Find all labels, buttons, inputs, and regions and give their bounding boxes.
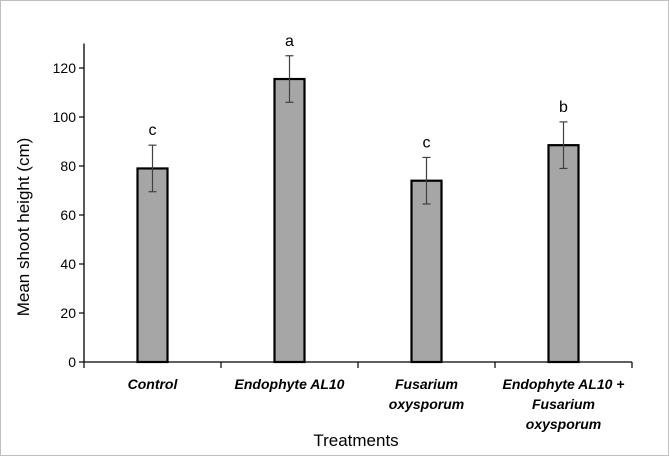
category-label-line: Fusarium	[532, 396, 595, 412]
category-label-line: Endophyte AL10	[235, 376, 345, 392]
y-tick-label: 60	[60, 207, 76, 223]
y-tick-label: 120	[53, 60, 77, 76]
category-label-line: oxysporum	[526, 416, 601, 432]
significance-letter: c	[149, 122, 157, 139]
bar	[273, 77, 306, 364]
y-axis: 0 20 40 60 80 100 120	[53, 43, 85, 370]
category-label: Fusarium oxysporum	[389, 376, 464, 412]
y-axis-title: Mean shoot height (cm)	[14, 138, 33, 317]
category-label-line: Fusarium	[395, 376, 458, 392]
significance-letter: a	[285, 33, 294, 50]
y-tick-label: 100	[53, 109, 77, 125]
significance-letter: b	[559, 99, 568, 116]
significance-letters: c a c b	[149, 33, 569, 152]
y-tick-label: 20	[60, 305, 76, 321]
x-axis	[83, 361, 633, 368]
y-tick-label: 80	[60, 158, 76, 174]
category-labels: Control Endophyte AL10 Fusarium oxysporumEn…	[128, 376, 625, 432]
category-label-line: Control	[128, 376, 179, 392]
bar	[547, 144, 580, 364]
error-bars	[148, 55, 568, 205]
category-label-line: oxysporum	[389, 396, 464, 412]
bar	[136, 167, 169, 364]
significance-letter: c	[423, 134, 431, 151]
category-label: Control	[128, 376, 179, 392]
category-label-line: Endophyte AL10 +	[502, 376, 624, 392]
bar	[410, 179, 443, 364]
y-tick-label: 40	[60, 256, 76, 272]
category-label: Endophyte AL10	[235, 376, 345, 392]
x-axis-title: Treatments	[313, 431, 398, 450]
bars	[136, 77, 580, 364]
category-label: Endophyte AL10 + Fusarium oxysporum	[502, 376, 624, 432]
y-tick-label: 0	[68, 354, 76, 370]
